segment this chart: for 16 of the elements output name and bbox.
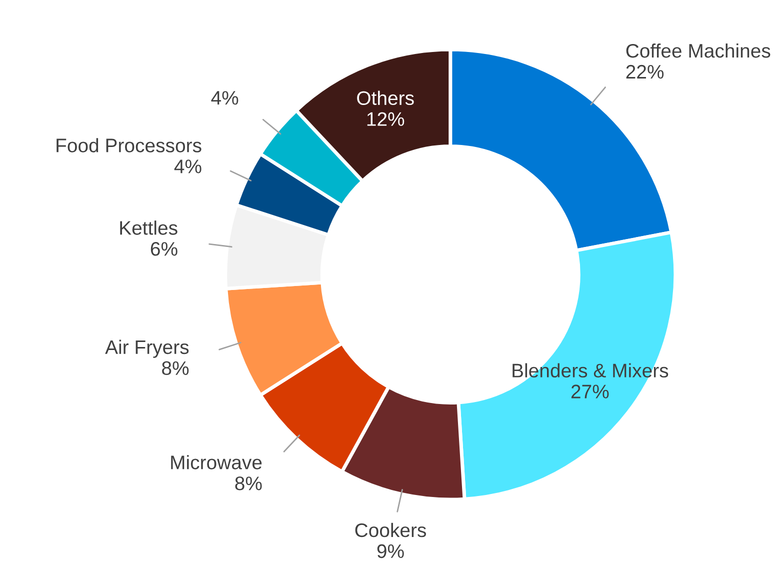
data-label: 22% [626,64,664,79]
data-label: 12% [367,112,404,126]
slice-label: Microwave [171,455,262,470]
slice-label: Cookers [355,522,426,538]
data-label: 9% [377,544,404,558]
data-label: 27% [571,384,609,398]
slice-label: Coffee Machines [626,43,770,58]
data-label: 8% [235,476,262,490]
slice-label: Others [357,90,414,106]
data-label: 8% [162,361,189,376]
slice-label: Food Processors [56,138,202,152]
data-label: 4% [211,91,238,105]
data-label: 6% [150,242,178,256]
slice-label: Air Fryers [105,340,189,358]
slice-label: Kettles [120,220,178,235]
data-label: 4% [174,160,202,174]
